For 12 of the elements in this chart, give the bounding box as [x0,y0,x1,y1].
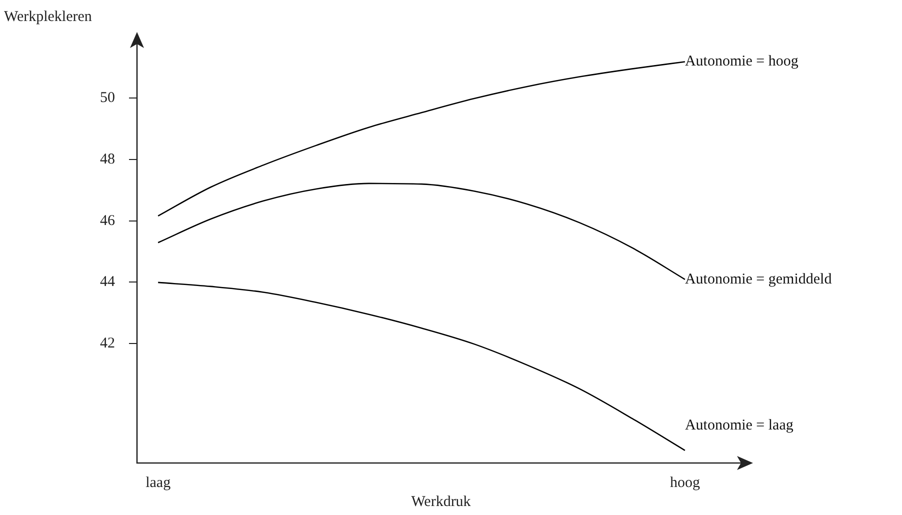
y-tick-label: 42 [100,335,115,352]
y-tick-label: 50 [100,90,115,106]
series-label: Autonomie = laag [684,417,794,434]
x-tick-label: hoog [670,474,700,491]
x-tick-label: laag [146,474,172,491]
y-tick-label: 44 [100,274,116,290]
y-tick-label: 46 [100,212,116,229]
y-axis-title: Werkplekleren [4,8,92,25]
series-label: Autonomie = gemiddeld [684,271,832,288]
x-axis-title: Werkdruk [411,494,472,510]
y-tick-label: 48 [100,151,115,168]
series-label: Autonomie = hoog [684,54,799,70]
